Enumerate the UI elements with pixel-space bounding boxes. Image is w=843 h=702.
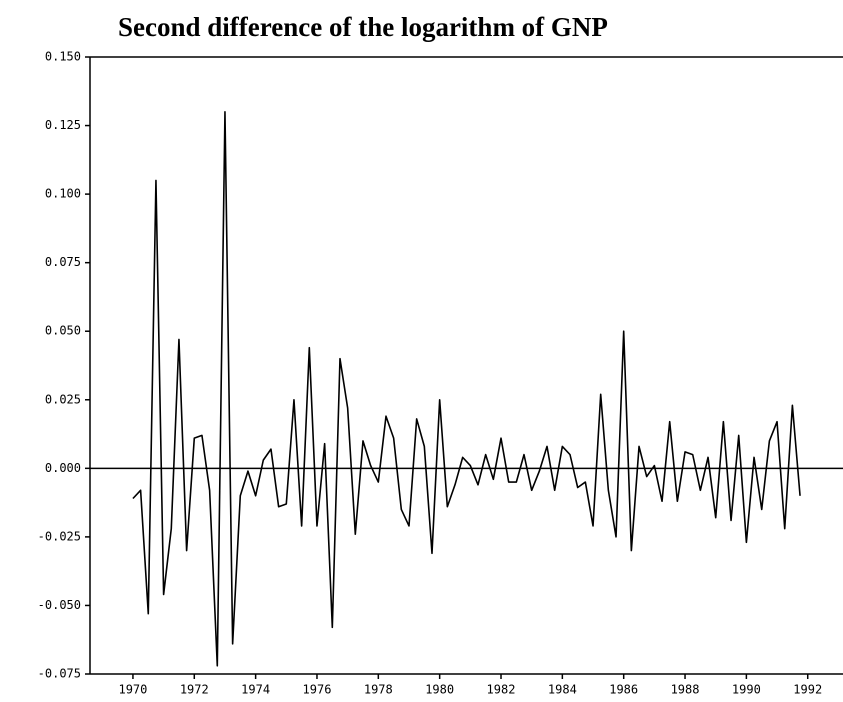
x-tick-label: 1982 <box>487 683 516 697</box>
x-tick-label: 1992 <box>793 683 822 697</box>
x-tick-label: 1988 <box>671 683 700 697</box>
y-tick-label: -0.075 <box>38 667 81 681</box>
y-tick-label: 0.150 <box>45 50 81 64</box>
y-tick-label: 0.125 <box>45 118 81 132</box>
y-tick-label: 0.075 <box>45 255 81 269</box>
y-tick-label: 0.000 <box>45 461 81 475</box>
chart-title: Second difference of the logarithm of GN… <box>118 12 608 42</box>
x-tick-label: 1984 <box>548 683 577 697</box>
x-tick-label: 1976 <box>303 683 332 697</box>
x-tick-label: 1974 <box>241 683 270 697</box>
x-tick-label: 1990 <box>732 683 761 697</box>
y-tick-label: -0.050 <box>38 598 81 612</box>
y-tick-label: 0.025 <box>45 392 81 406</box>
y-tick-label: -0.025 <box>38 529 81 543</box>
y-tick-label: 0.050 <box>45 324 81 338</box>
x-tick-label: 1978 <box>364 683 393 697</box>
x-tick-label: 1970 <box>118 683 147 697</box>
x-tick-label: 1980 <box>425 683 454 697</box>
x-tick-label: 1986 <box>609 683 638 697</box>
series-line <box>132 111 801 667</box>
y-tick-label: 0.100 <box>45 187 81 201</box>
x-tick-label: 1972 <box>180 683 209 697</box>
